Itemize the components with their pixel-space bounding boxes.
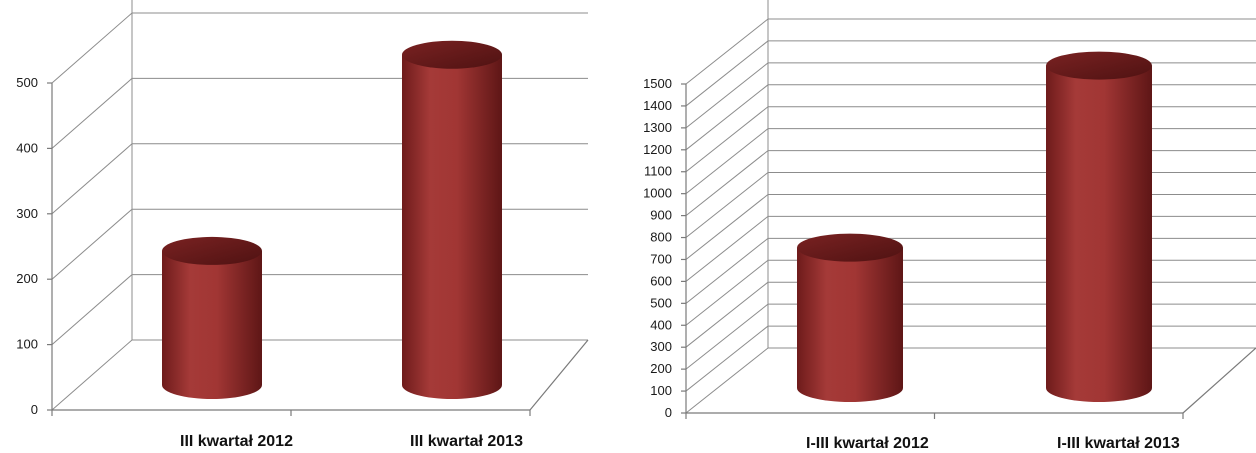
gridline-side — [685, 62, 769, 129]
gridline-side — [685, 128, 769, 195]
chart-right: 0 100 200 300 400 500 600 700 800 900 1000 1100 1200… — [643, 0, 1256, 452]
bar-cylinder — [162, 236, 262, 399]
y-tick-label: 1100 — [644, 164, 672, 179]
y-tick-label: 700 — [650, 251, 672, 266]
gridline-side — [685, 150, 769, 216]
y-tick-label: 1200 — [643, 142, 672, 157]
y-tick-label: 100 — [16, 337, 38, 352]
gridline-side — [685, 347, 769, 414]
y-tick-label: 400 — [16, 140, 38, 155]
y-tick-label: 0 — [31, 402, 38, 417]
y-tick-label: 500 — [16, 75, 38, 90]
y-tick-label: 300 — [16, 206, 38, 221]
gridline-side — [685, 237, 769, 304]
gridline-side — [685, 194, 769, 260]
gridline-side — [685, 84, 769, 151]
bar-top — [797, 233, 903, 262]
gridline-side — [685, 325, 769, 392]
bar-top — [1046, 51, 1152, 80]
y-tick-label: 400 — [650, 317, 672, 332]
x-category-label: III kwartał 2013 — [410, 433, 523, 450]
bar-body — [162, 250, 262, 399]
y-tick-label: 500 — [650, 295, 672, 310]
gridline-side — [51, 78, 133, 149]
y-tick-label: 1500 — [643, 76, 672, 91]
y-tick-label: 1000 — [643, 186, 672, 201]
y-tick-label: 1300 — [643, 120, 672, 135]
bar-top — [162, 236, 262, 265]
gridline-side — [51, 274, 133, 345]
x-category-label: I-III kwartał 2012 — [806, 435, 929, 452]
y-tick-label: 900 — [650, 208, 672, 223]
gridline-side — [685, 303, 769, 370]
floor-edge — [1182, 347, 1256, 414]
bar-cylinder — [1046, 51, 1152, 402]
bar-cylinder — [402, 40, 502, 399]
gridline-side — [685, 106, 769, 173]
gridline-side — [685, 216, 769, 282]
gridline-side — [51, 12, 133, 84]
gridline-side — [685, 172, 769, 238]
gridline-side — [685, 18, 769, 85]
y-tick-label: 800 — [650, 230, 672, 245]
gridline-side — [685, 259, 769, 326]
y-tick-label: 100 — [650, 383, 672, 398]
x-category-label: III kwartał 2012 — [180, 433, 293, 450]
gridline-side — [51, 143, 133, 215]
bar-cylinder — [797, 233, 903, 402]
y-tick-label: 300 — [650, 339, 672, 354]
y-tick-label: 200 — [16, 271, 38, 286]
bar-top — [402, 40, 502, 69]
y-tick-label: 1400 — [643, 98, 672, 113]
gridline-side — [685, 40, 769, 107]
gridline-side — [51, 339, 133, 411]
gridline-side — [685, 281, 769, 348]
floor-edge — [529, 339, 589, 411]
y-tick-label: 200 — [650, 361, 672, 376]
gridline-side — [51, 208, 133, 280]
y-tick-label: 600 — [650, 273, 672, 288]
chart-left: 0 100 200 300 400 500 III kwartał 2012 III kwar… — [16, 0, 589, 450]
x-category-label: I-III kwartał 2013 — [1057, 435, 1180, 452]
bar-body — [402, 54, 502, 399]
y-tick-label: 0 — [665, 405, 672, 420]
bar-body — [1046, 65, 1152, 402]
bar-body — [797, 247, 903, 402]
